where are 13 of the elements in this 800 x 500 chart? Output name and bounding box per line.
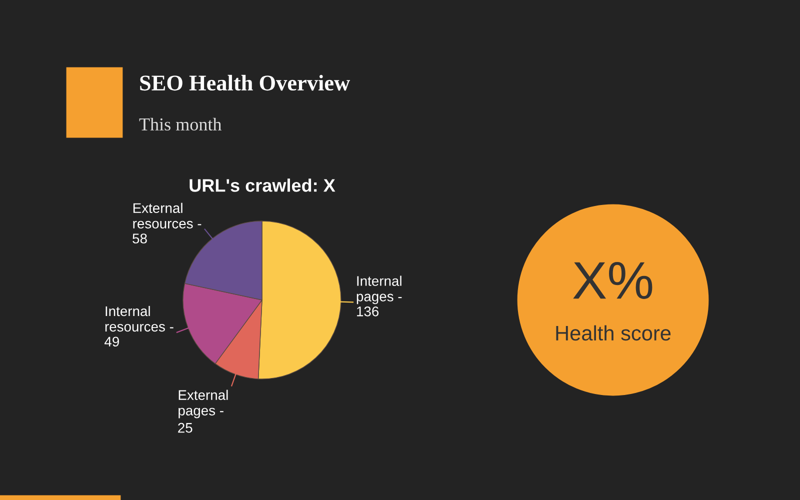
data-label: 49 bbox=[104, 336, 119, 347]
chart-title: URL's crawled: X bbox=[190, 178, 336, 192]
text: SEO Health Overview bbox=[140, 74, 350, 91]
text: This month bbox=[139, 118, 222, 131]
data-label: 58 bbox=[132, 234, 147, 244]
text: X% bbox=[573, 262, 652, 299]
data-label: 136 bbox=[357, 306, 379, 316]
slice-label: External pages - bbox=[178, 390, 228, 418]
text: Health score bbox=[556, 325, 671, 341]
slice-label: Internal resources - bbox=[105, 306, 174, 332]
data-label: 25 bbox=[178, 422, 192, 433]
slice-label: Internal pages - bbox=[356, 276, 402, 304]
slice-label: External resources - bbox=[133, 202, 202, 228]
